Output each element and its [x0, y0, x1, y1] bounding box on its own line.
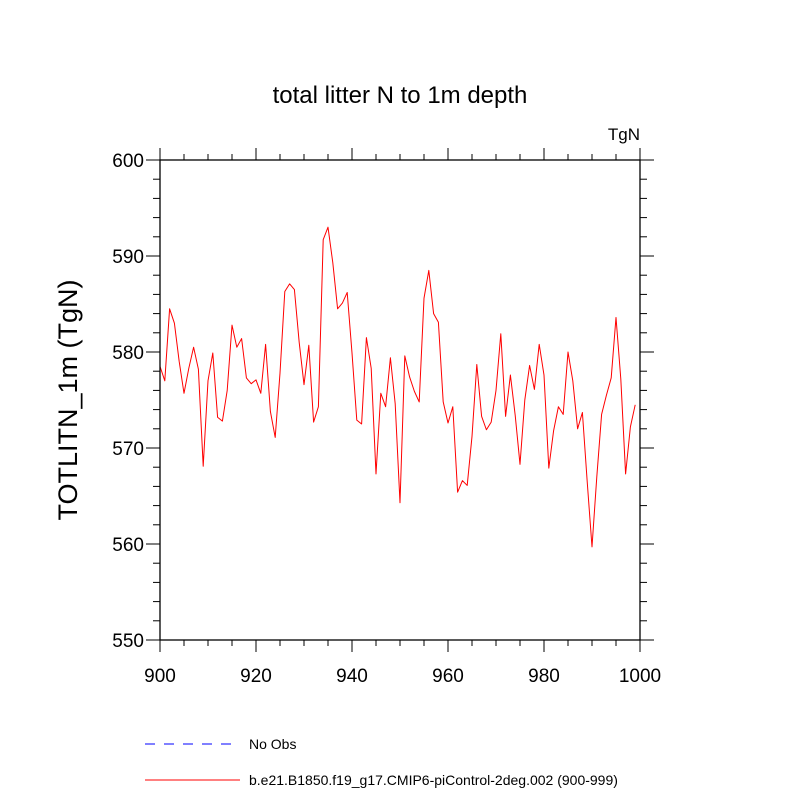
plot-area [159, 226, 636, 548]
legend-label-control-run: b.e21.B1850.f19_g17.CMIP6-piControl-2deg… [249, 772, 618, 788]
y-tick-label: 550 [112, 631, 144, 652]
x-tick-label: 1000 [619, 666, 661, 687]
chart-title: total litter N to 1m depth [273, 82, 528, 109]
x-tick-label: 940 [336, 666, 368, 687]
y-tick-label: 600 [112, 151, 144, 172]
legend: No Obs b.e21.B1850.f19_g17.CMIP6-piContr… [145, 736, 618, 788]
y-tick-label: 590 [112, 247, 144, 268]
x-tick-label: 980 [528, 666, 560, 687]
plot-frame [159, 159, 641, 641]
y-tick-label: 560 [112, 535, 144, 556]
y-axis-label: TOTLITN_1m (TgN) [53, 279, 83, 520]
units-label: TgN [608, 125, 640, 144]
x-tick-label: 920 [240, 666, 272, 687]
series-line-0 [159, 226, 636, 548]
legend-label-no-obs: No Obs [249, 736, 296, 752]
x-tick-label: 900 [144, 666, 176, 687]
axes: 550 560 570 580 590 600 900 920 940 960 980 1000 [112, 148, 661, 687]
y-tick-label: 570 [112, 439, 144, 460]
x-tick-label: 960 [432, 666, 464, 687]
y-tick-label: 580 [112, 343, 144, 364]
